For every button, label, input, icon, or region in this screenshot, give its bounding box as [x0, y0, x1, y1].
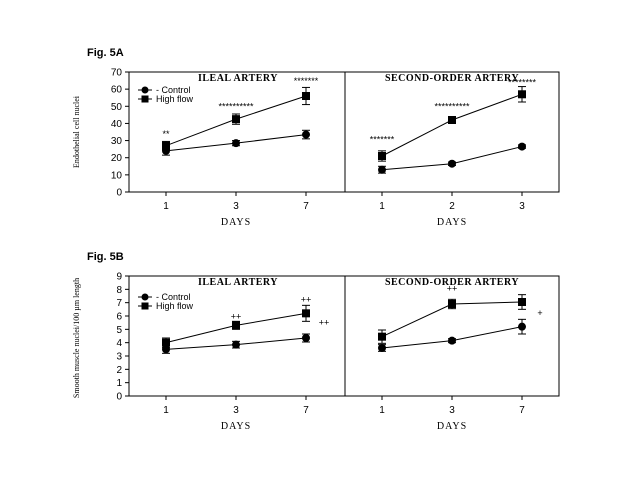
- fig-5b-legend: - Control High flow: [138, 292, 194, 311]
- panel-a1-title: ILEAL ARTERY: [198, 73, 278, 84]
- data-point-high-flow: [162, 141, 170, 150]
- significance-marker: ++: [301, 295, 312, 305]
- data-point-control: [378, 165, 386, 174]
- data-point-control: [518, 142, 526, 151]
- data-point-high-flow: [518, 298, 526, 306]
- significance-marker: **********: [218, 102, 254, 112]
- fig-5b-plot-frame: [128, 275, 560, 397]
- panel-a1-x-axis-title: DAYS: [221, 217, 251, 228]
- panel-b2-x-axis-title: DAYS: [437, 421, 467, 432]
- y-tick-label: 4: [116, 338, 122, 349]
- panel-a2-x-axis-title: DAYS: [437, 217, 467, 228]
- x-tick-label: 1: [379, 201, 385, 212]
- y-tick-label: 20: [111, 153, 123, 164]
- x-tick-label: 7: [519, 405, 525, 416]
- x-tick-label: 3: [519, 201, 525, 212]
- data-point-control: [232, 139, 240, 148]
- x-tick-label: 7: [303, 201, 309, 212]
- y-tick-label: 0: [116, 188, 122, 199]
- significance-marker: *******: [370, 134, 395, 144]
- y-tick-label: 70: [111, 68, 123, 79]
- data-point-control: [518, 322, 526, 331]
- fig-5a-y-axis-title: Endothelial cell nuclei: [72, 95, 81, 168]
- x-tick-label: 1: [163, 405, 169, 416]
- data-point-high-flow: [378, 332, 386, 341]
- significance-marker: ++: [319, 317, 330, 327]
- data-point-high-flow: [378, 152, 386, 160]
- data-point-control: [448, 336, 456, 345]
- legend-high-flow-label: High flow: [156, 301, 194, 311]
- x-tick-label: 1: [163, 201, 169, 212]
- y-tick-label: 60: [111, 85, 123, 96]
- data-point-control: [378, 344, 386, 352]
- significance-marker: *******: [294, 76, 319, 86]
- panel-b2-title: SECOND-ORDER ARTERY: [385, 277, 519, 288]
- y-tick-label: 50: [111, 102, 123, 113]
- fig-5a-label: Fig. 5A: [87, 47, 124, 59]
- y-tick-label: 8: [116, 285, 122, 296]
- x-tick-label: 3: [449, 405, 455, 416]
- significance-marker: **: [162, 129, 170, 139]
- y-tick-label: 7: [116, 298, 122, 309]
- data-point-high-flow: [302, 309, 310, 318]
- significance-marker: **********: [434, 102, 470, 112]
- y-tick-label: 3: [116, 352, 122, 363]
- legend-control-marker: [141, 293, 149, 301]
- y-tick-label: 2: [116, 365, 122, 376]
- data-point-high-flow: [162, 338, 170, 347]
- x-tick-label: 7: [303, 405, 309, 416]
- legend-high-flow-label: High flow: [156, 94, 194, 104]
- data-point-high-flow: [518, 90, 526, 99]
- fig-5b-label: Fig. 5B: [87, 251, 124, 263]
- data-point-high-flow: [232, 115, 240, 124]
- y-tick-label: 1: [116, 378, 122, 389]
- significance-marker: ++: [447, 283, 458, 293]
- data-point-control: [232, 340, 240, 349]
- data-point-control: [302, 334, 310, 342]
- fig-5b-y-axis-title: Smooth muscle nuclei/100 µm length: [72, 278, 81, 398]
- legend-control-marker: [141, 86, 149, 94]
- y-tick-label: 10: [111, 170, 123, 181]
- legend-control-label: - Control: [156, 292, 191, 302]
- significance-marker: +: [537, 308, 542, 318]
- legend-high-flow-marker: [141, 95, 149, 103]
- fig-5a-plot-frame: [128, 71, 560, 193]
- y-tick-label: 5: [116, 325, 122, 336]
- data-point-control: [302, 130, 310, 139]
- y-tick-label: 30: [111, 136, 123, 147]
- significance-marker: ++: [231, 311, 242, 321]
- panel-b1-x-axis-title: DAYS: [221, 421, 251, 432]
- data-point-control: [448, 159, 456, 168]
- panel-b1-title: ILEAL ARTERY: [198, 277, 278, 288]
- data-point-high-flow: [232, 321, 240, 330]
- significance-marker: ********: [508, 78, 537, 88]
- x-tick-label: 2: [449, 201, 455, 212]
- panel-a2-title: SECOND-ORDER ARTERY: [385, 73, 519, 84]
- x-tick-label: 3: [233, 201, 239, 212]
- legend-high-flow-marker: [141, 302, 149, 310]
- y-tick-label: 40: [111, 119, 123, 130]
- y-tick-label: 0: [116, 392, 122, 403]
- data-point-high-flow: [302, 92, 310, 100]
- y-tick-label: 6: [116, 312, 122, 323]
- data-point-high-flow: [448, 300, 456, 308]
- y-tick-label: 9: [116, 272, 122, 283]
- data-point-high-flow: [448, 116, 456, 124]
- x-tick-label: 1: [379, 405, 385, 416]
- legend-control-label: - Control: [156, 85, 191, 95]
- x-tick-label: 3: [233, 405, 239, 416]
- fig-5a-legend: - Control High flow: [138, 85, 194, 104]
